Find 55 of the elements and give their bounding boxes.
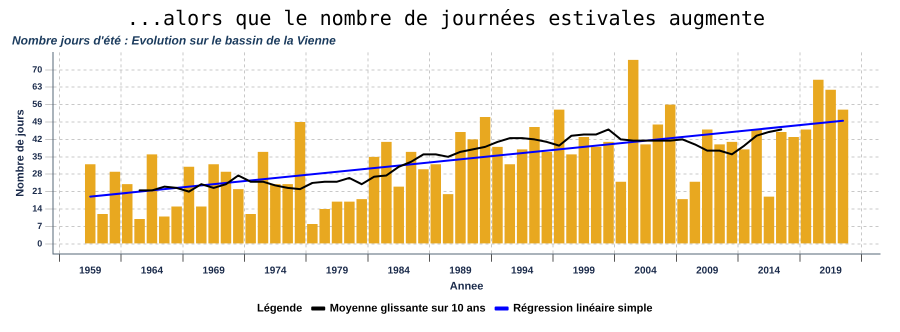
chart-subtitle: Nombre jours d'été : Evolution sur le bassin de la Vienne — [12, 34, 336, 48]
x-tick-label: 1974 — [264, 266, 287, 277]
y-tick-label: 7 — [37, 220, 42, 231]
bar — [664, 104, 676, 244]
bar — [566, 154, 577, 244]
x-tick-label: 1964 — [140, 266, 164, 277]
bar — [356, 199, 367, 244]
bar — [270, 184, 281, 244]
chart-title: ...alors que le nombre de journées estivales augmente — [126, 6, 766, 30]
bar — [628, 60, 638, 244]
bar — [233, 189, 244, 244]
y-tick-label: 49 — [32, 116, 42, 127]
bar — [282, 184, 293, 244]
y-tick-label: 21 — [32, 186, 42, 196]
bar — [319, 209, 330, 244]
bar — [590, 146, 602, 244]
x-tick-label: 1989 — [449, 266, 472, 277]
bar — [196, 206, 207, 244]
bar — [776, 132, 787, 244]
x-tick-label: 2009 — [696, 266, 719, 277]
bar — [578, 136, 590, 244]
bar — [122, 184, 132, 244]
x-tick-label: 1994 — [511, 266, 534, 277]
legend-label: Moyenne glissante sur 10 ans — [330, 302, 486, 315]
legend-label: Régression linéaire simple — [513, 302, 653, 315]
bar — [702, 129, 712, 244]
x-axis-title: Annee — [450, 280, 484, 292]
legend-title: Légende — [256, 302, 302, 315]
x-tick-label: 1969 — [202, 266, 226, 277]
bar — [393, 186, 404, 244]
y-tick-label: 35 — [32, 151, 42, 162]
bar — [468, 139, 478, 244]
y-tick-label: 42 — [32, 134, 42, 144]
x-tick-label: 1959 — [79, 266, 102, 277]
x-tick-label: 2004 — [634, 266, 658, 277]
bar — [84, 164, 96, 244]
y-tick-label: 63 — [32, 82, 42, 92]
y-tick-label: 70 — [32, 64, 42, 74]
bar — [739, 149, 750, 244]
bar — [504, 164, 516, 244]
x-tick-label: 1984 — [388, 266, 410, 277]
bar — [542, 152, 552, 244]
bar — [430, 164, 441, 244]
x-tick-label: 1979 — [326, 266, 349, 277]
bar — [554, 110, 564, 244]
bar — [159, 216, 170, 244]
y-tick-label: 56 — [32, 99, 42, 110]
y-axis-title: Nombre de jours — [14, 109, 27, 197]
x-tick-label: 2019 — [820, 266, 842, 277]
y-tick-label: 28 — [32, 168, 42, 179]
bar — [813, 80, 824, 244]
y-tick-label: 14 — [32, 204, 42, 214]
y-tick-label: 0 — [37, 238, 42, 248]
x-tick-label: 2014 — [758, 266, 780, 277]
x-tick-label: 1999 — [572, 266, 596, 277]
